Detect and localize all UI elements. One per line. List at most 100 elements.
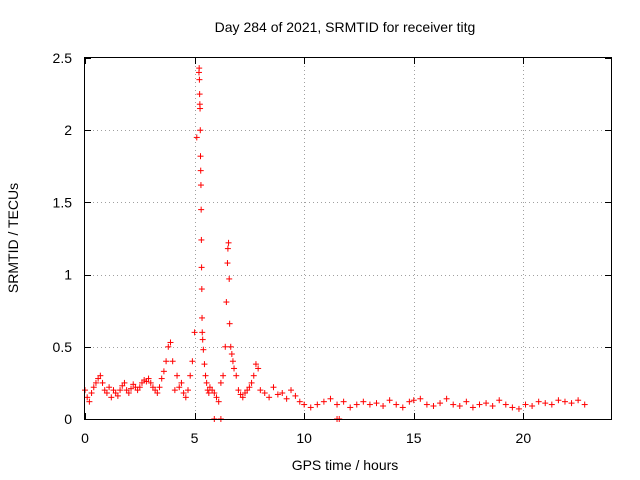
data-points <box>82 65 588 422</box>
data-point <box>296 398 303 405</box>
data-point <box>203 379 210 386</box>
data-point <box>456 403 463 410</box>
data-point <box>360 398 367 405</box>
data-point <box>255 365 262 372</box>
x-tick-label: 10 <box>296 430 312 446</box>
data-point <box>185 387 192 394</box>
data-point <box>165 343 172 350</box>
y-tick-label: 0.5 <box>53 339 73 355</box>
data-point <box>366 401 373 408</box>
data-point <box>529 403 536 410</box>
data-point <box>301 401 308 408</box>
data-point <box>548 401 555 408</box>
data-point <box>469 404 476 411</box>
data-point <box>380 403 387 410</box>
data-point <box>430 403 437 410</box>
data-point <box>90 384 97 391</box>
data-point <box>476 401 483 408</box>
data-point <box>334 401 341 408</box>
data-point <box>555 397 562 404</box>
data-point <box>542 400 549 407</box>
data-point <box>198 206 205 213</box>
data-point <box>103 390 110 397</box>
data-point <box>283 395 290 402</box>
data-point <box>197 153 204 160</box>
data-point <box>417 395 424 402</box>
data-point <box>197 105 204 112</box>
data-point <box>292 392 299 399</box>
data-point <box>213 394 220 401</box>
data-point <box>568 400 575 407</box>
data-point <box>581 401 588 408</box>
data-point <box>169 358 176 365</box>
data-point <box>223 299 230 306</box>
data-point <box>353 401 360 408</box>
chart-title: Day 284 of 2021, SRMTID for receiver tit… <box>215 19 476 35</box>
data-point <box>489 403 496 410</box>
data-point <box>231 365 238 372</box>
data-point <box>575 397 582 404</box>
data-point <box>205 390 212 397</box>
data-point <box>222 343 229 350</box>
data-point <box>121 379 128 386</box>
x-tick-label: 0 <box>81 430 89 446</box>
data-point <box>288 387 295 394</box>
data-point <box>125 390 132 397</box>
data-point <box>180 390 187 397</box>
data-point <box>167 339 174 346</box>
data-point <box>386 397 393 404</box>
data-point <box>450 401 457 408</box>
data-point <box>198 264 205 271</box>
data-point <box>92 379 99 386</box>
gridlines <box>85 58 611 419</box>
data-point <box>176 384 183 391</box>
data-point <box>99 379 106 386</box>
data-point <box>160 368 167 375</box>
data-point <box>239 394 246 401</box>
data-point <box>86 398 93 405</box>
data-point <box>220 372 227 379</box>
data-point <box>187 372 194 379</box>
data-point <box>279 390 286 397</box>
data-point <box>147 379 154 386</box>
data-point <box>246 384 253 391</box>
x-tick-label: 20 <box>516 430 532 446</box>
data-point <box>399 404 406 411</box>
plot-frame <box>84 57 612 420</box>
data-point <box>197 127 204 134</box>
data-point <box>320 398 327 405</box>
data-point <box>226 275 233 282</box>
data-point <box>217 379 224 386</box>
data-point <box>199 329 206 336</box>
data-point <box>252 361 259 368</box>
x-tick-label: 15 <box>406 430 422 446</box>
x-axis-label: GPS time / hours <box>292 457 399 473</box>
axis-ticks: 0 5 10 15 20 0 0.5 1 1.5 2 2.5 <box>53 50 611 446</box>
data-point <box>228 351 235 358</box>
data-point <box>196 91 203 98</box>
data-point <box>178 379 185 386</box>
data-point <box>196 65 203 72</box>
data-point <box>215 398 222 405</box>
data-point <box>224 245 231 252</box>
data-point <box>114 392 121 399</box>
data-point <box>191 329 198 336</box>
data-point <box>314 401 321 408</box>
data-point <box>266 394 273 401</box>
data-point <box>509 404 516 411</box>
data-point <box>373 400 380 407</box>
data-point <box>97 372 104 379</box>
data-point <box>211 390 218 397</box>
data-point <box>327 395 334 402</box>
data-point <box>496 397 503 404</box>
data-point <box>84 394 91 401</box>
data-point <box>201 361 208 368</box>
data-point <box>198 236 205 243</box>
data-point <box>197 167 204 174</box>
data-point <box>199 314 206 321</box>
data-point <box>226 320 233 327</box>
data-point <box>117 387 124 394</box>
data-point <box>154 390 161 397</box>
data-point <box>250 372 257 379</box>
data-point <box>248 379 255 386</box>
